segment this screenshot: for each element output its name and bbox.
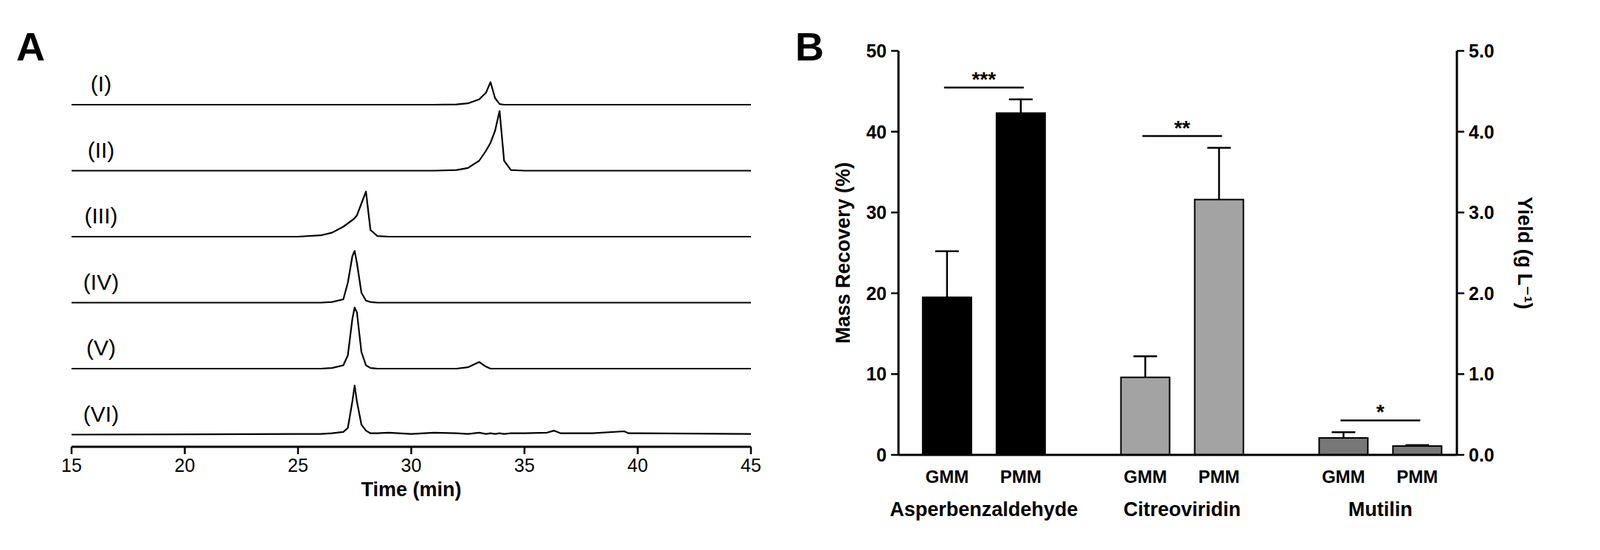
significance-label: * — [1376, 400, 1385, 424]
y2-tick-label: 2.0 — [1468, 283, 1495, 304]
y-tick-label: 0 — [876, 444, 887, 466]
trace-label: (IV) — [83, 269, 119, 295]
y-tick — [891, 50, 899, 53]
trace — [71, 307, 751, 369]
error-line — [1144, 356, 1147, 377]
traces — [71, 81, 751, 435]
trace — [71, 81, 751, 105]
y2-tick-label: 0.0 — [1468, 444, 1495, 466]
group-label: Citreoviridin — [1123, 498, 1241, 521]
trace-label: (III) — [84, 203, 119, 228]
y-tick-label: 40 — [866, 121, 887, 143]
error-line — [946, 251, 949, 298]
y-tick-label: 10 — [866, 363, 887, 385]
y-tick — [891, 211, 899, 214]
x-tick-label: 30 — [401, 455, 422, 476]
y2-tick — [1456, 130, 1465, 133]
error-cap — [935, 250, 959, 254]
y2-tick — [1456, 211, 1465, 214]
x-tick-label: 25 — [287, 455, 309, 476]
bar — [1318, 438, 1368, 456]
category-label: GMM — [1321, 466, 1366, 487]
bar — [922, 297, 972, 456]
category-label: PMM — [1396, 466, 1438, 487]
x-tick — [70, 447, 74, 455]
significance-label: *** — [971, 67, 996, 91]
y2-tick-label: 3.0 — [1468, 202, 1495, 223]
panel-label: A — [16, 24, 45, 69]
x-tick-label: 45 — [740, 455, 762, 476]
error-bar — [935, 251, 959, 298]
trace — [71, 385, 751, 436]
y2-axis-label: Yield (g L⁻¹) — [1513, 196, 1536, 310]
x-tick-label: 20 — [174, 455, 196, 476]
trace — [71, 111, 751, 172]
group-label: Asperbenzaldehyde — [889, 498, 1078, 521]
category-label: PMM — [1000, 466, 1042, 487]
y2-tick — [1456, 373, 1465, 376]
panel-label: B — [795, 24, 824, 69]
x-tick — [750, 447, 753, 455]
x-axis-label: Time (min) — [360, 478, 462, 501]
error-line — [1020, 99, 1023, 114]
trace — [71, 191, 751, 237]
error-cap — [1331, 431, 1356, 434]
y-tick — [891, 373, 899, 376]
y2-tick-label: 5.0 — [1468, 40, 1495, 62]
y2-tick-label: 1.0 — [1468, 363, 1495, 385]
error-cap — [1207, 146, 1232, 150]
bar — [1121, 377, 1170, 456]
x-tick-label: 35 — [514, 455, 535, 476]
bar — [1392, 446, 1442, 456]
y-tick-label: 20 — [866, 283, 887, 304]
y-axis-label: Mass Recovery (%) — [832, 162, 855, 344]
category-label: GMM — [1123, 466, 1167, 487]
y2-tick — [1456, 292, 1465, 296]
x-axis — [898, 454, 1457, 457]
trace-label: (V) — [86, 335, 116, 360]
y2-tick — [1456, 454, 1465, 457]
x-tick-label: 15 — [61, 455, 82, 476]
error-line — [1217, 148, 1221, 200]
y-tick-label: 50 — [866, 40, 887, 62]
figure: A (I) (II) (III) (IV) (V) (VI) 15 20 25 30 35 40 45 Ti… — [0, 0, 1600, 550]
significance-label: ** — [1174, 116, 1191, 140]
error-cap — [1405, 444, 1429, 448]
error-cap — [1009, 98, 1033, 102]
bar — [996, 112, 1046, 456]
trace — [71, 250, 751, 303]
error-bar — [1331, 432, 1356, 439]
trace-label: (II) — [87, 137, 116, 163]
y-tick — [891, 292, 899, 296]
x-tick-label: 40 — [627, 455, 649, 476]
error-bar — [1207, 148, 1232, 200]
y2-tick-label: 4.0 — [1468, 121, 1495, 143]
x-tick — [183, 447, 186, 455]
y-tick — [891, 454, 899, 457]
y2-tick — [1456, 50, 1465, 53]
category-label: PMM — [1198, 466, 1241, 487]
group-label: Mutilin — [1348, 498, 1413, 521]
y-tick — [891, 130, 899, 133]
bar — [1195, 199, 1244, 456]
trace-label: (I) — [90, 71, 112, 96]
x-tick — [410, 447, 413, 455]
bars — [922, 99, 1442, 456]
category-label: GMM — [925, 466, 969, 487]
y2-axis — [1456, 50, 1459, 456]
x-tick — [297, 447, 300, 455]
y-tick-label: 30 — [866, 202, 887, 223]
trace-label: (VI) — [83, 402, 119, 427]
error-bar — [1405, 445, 1429, 447]
error-cap — [1133, 355, 1158, 358]
error-bar — [1133, 356, 1158, 377]
x-tick — [523, 447, 526, 455]
x-tick — [636, 447, 639, 455]
y-axis — [897, 50, 900, 456]
error-bar — [1009, 99, 1033, 114]
